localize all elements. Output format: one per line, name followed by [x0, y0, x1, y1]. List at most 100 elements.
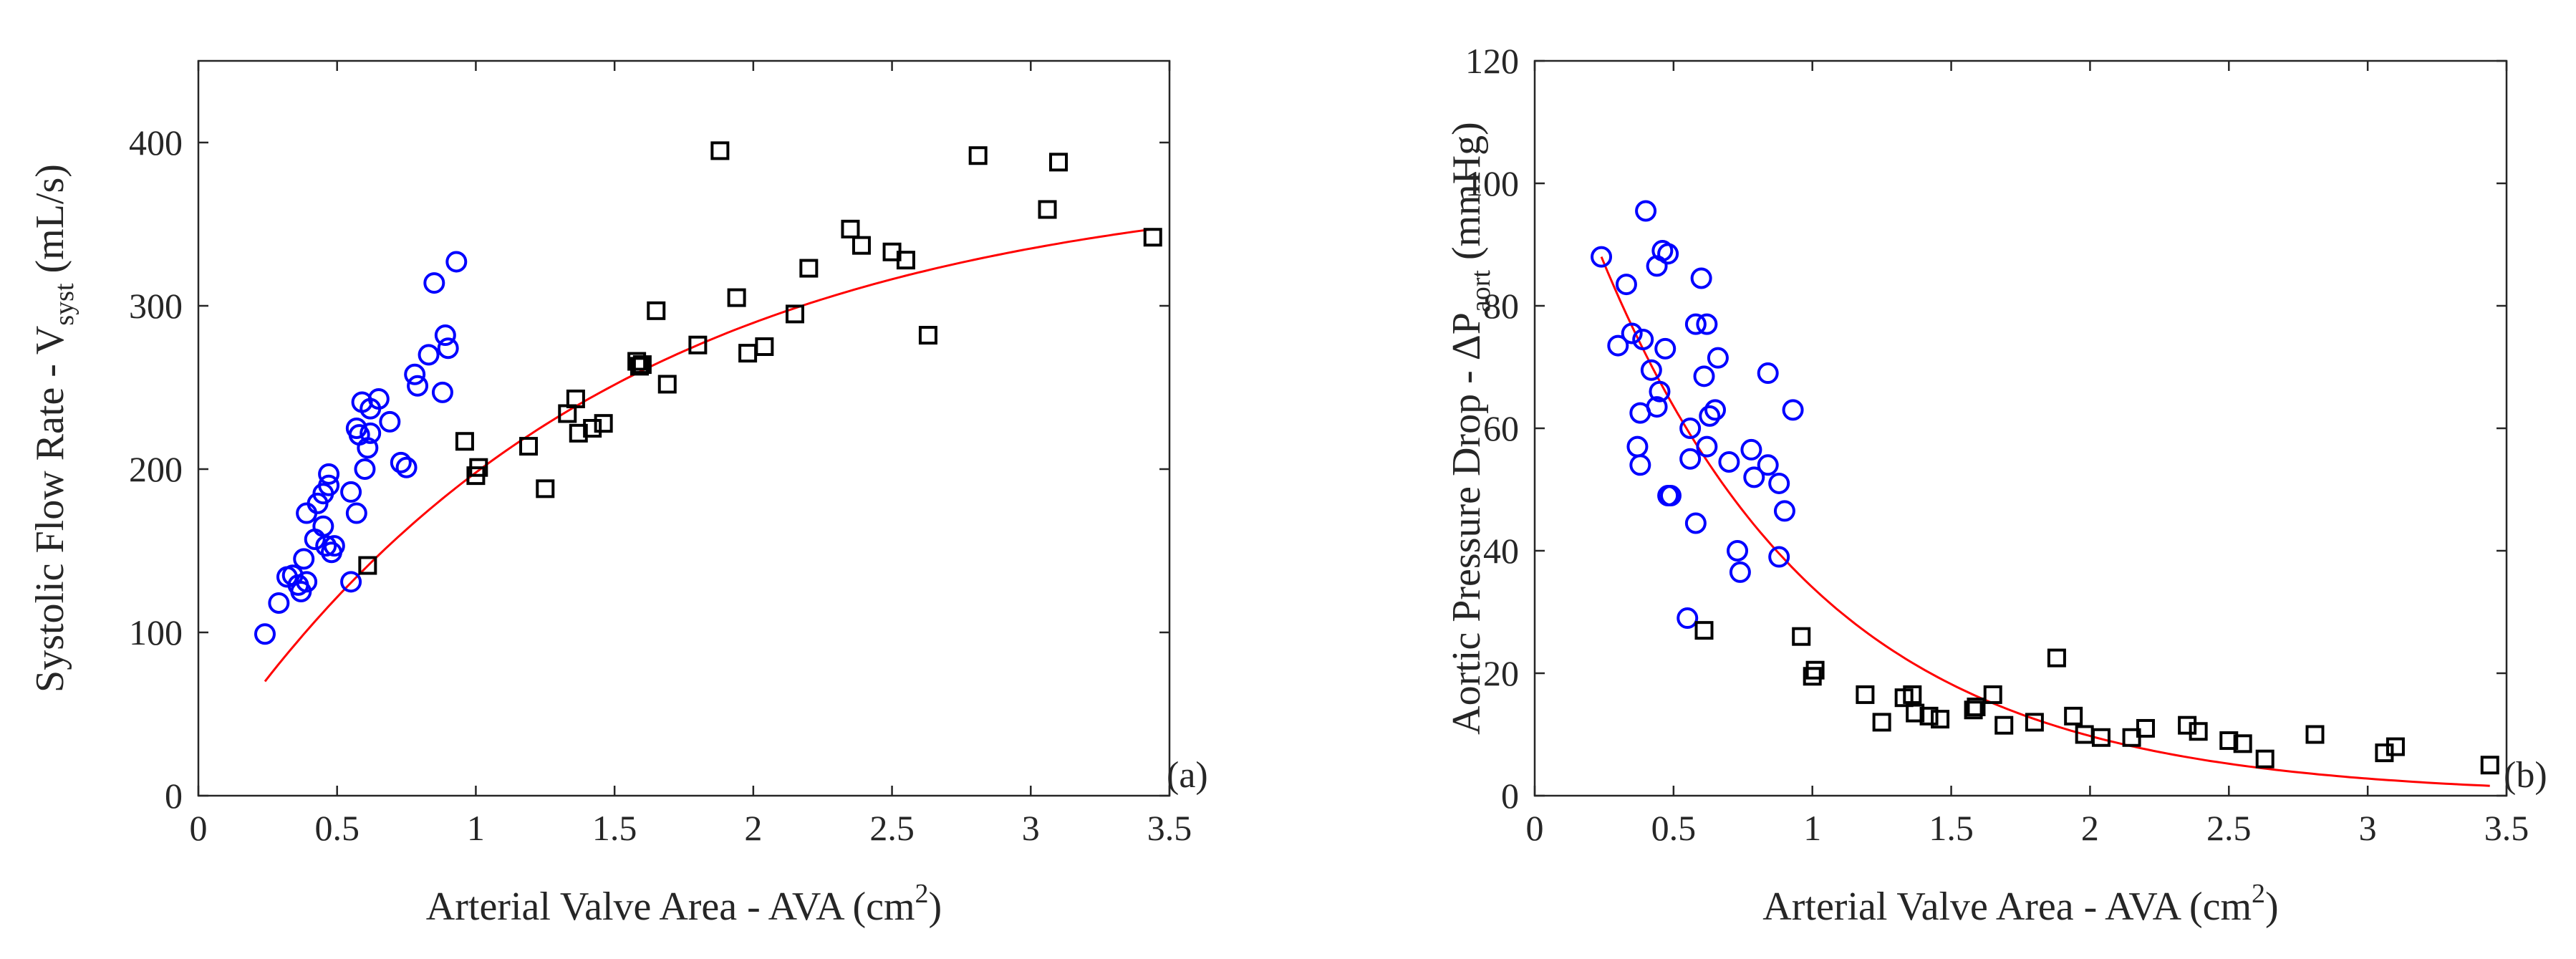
y-tick-label: 40	[1483, 531, 1519, 571]
data-point-circle	[437, 337, 459, 360]
y-tick-label: 80	[1483, 286, 1519, 326]
data-point-circle	[1757, 454, 1779, 476]
y-tick-label: 120	[1465, 41, 1519, 81]
data-point-square	[2178, 715, 2197, 735]
data-point-circle	[293, 548, 315, 570]
data-point-circle	[1757, 362, 1779, 385]
x-tick-label: 2.5	[2206, 808, 2252, 848]
y-axis-label-suffix: (mmHg)	[1444, 122, 1489, 270]
data-point-circle	[1679, 418, 1702, 439]
data-point-square	[630, 357, 650, 376]
data-point-circle	[1632, 329, 1654, 351]
data-point-circle	[1654, 337, 1677, 360]
data-point-circle	[1693, 365, 1715, 387]
data-point-circle	[1684, 512, 1707, 534]
x-axis-label-suffix: )	[929, 885, 942, 929]
data-point-circle	[1718, 451, 1740, 473]
data-point-square	[2233, 734, 2252, 753]
y-axis-label-suffix: (mL/s)	[28, 164, 72, 283]
y-axis-label-text: Aortic Pressure Drop - ΔP	[1444, 312, 1489, 735]
data-point-square	[727, 288, 746, 307]
fit-curve	[264, 228, 1154, 683]
x-axis-label-suffix: )	[2265, 885, 2279, 929]
data-point-square	[1964, 700, 1983, 720]
x-tick-label: 3.5	[2484, 808, 2529, 848]
x-axis-label-superscript: 2	[2252, 879, 2265, 909]
data-point-square	[710, 141, 730, 160]
data-point-square	[2480, 756, 2499, 775]
data-point-circle	[395, 456, 418, 478]
circle-series	[1591, 200, 1804, 630]
data-point-circle	[1657, 243, 1679, 265]
data-point-circle	[1768, 472, 1790, 494]
data-point-square	[566, 389, 585, 408]
data-point-circle	[1782, 399, 1804, 421]
data-point-circle	[1640, 359, 1662, 381]
data-point-circle	[431, 381, 453, 403]
x-tick-label: 0.5	[314, 808, 360, 848]
x-tick-label: 3.5	[1147, 808, 1192, 848]
data-point-circle	[1740, 438, 1762, 461]
data-point-square	[2386, 737, 2405, 756]
data-point-square	[657, 375, 677, 394]
data-point-square	[1903, 685, 1922, 704]
data-point-circle	[1621, 322, 1643, 344]
y-tick-label: 300	[129, 286, 183, 326]
data-point-square	[1694, 621, 1714, 640]
data-point-circle	[367, 387, 390, 410]
data-point-square	[1931, 710, 1950, 729]
data-point-circle	[1773, 500, 1795, 522]
data-point-square	[647, 301, 666, 320]
square-series	[1694, 621, 2499, 775]
data-point-square	[738, 344, 758, 363]
data-point-circle	[390, 451, 412, 473]
y-tick-label: 100	[129, 612, 183, 652]
data-point-square	[2219, 731, 2239, 751]
data-point-square	[1143, 228, 1162, 247]
data-point-square	[2136, 718, 2155, 738]
x-tick-label: 0	[1526, 808, 1544, 848]
data-point-circle	[1607, 334, 1629, 357]
data-point-square	[594, 414, 613, 433]
data-point-circle	[268, 592, 290, 614]
x-tick-label: 3	[1022, 808, 1040, 848]
y-tick-label: 60	[1483, 408, 1519, 448]
data-point-circle	[423, 272, 445, 294]
data-point-circle	[1684, 313, 1707, 335]
panel-label: (b)	[2504, 755, 2547, 796]
data-point-circle	[340, 571, 362, 593]
data-point-circle	[1629, 454, 1651, 476]
x-tick-label: 1	[467, 808, 485, 848]
circle-series	[254, 251, 468, 645]
data-point-square	[569, 423, 588, 443]
data-point-square	[519, 437, 539, 456]
x-tick-label: 1.5	[1929, 808, 1974, 848]
data-point-square	[455, 432, 474, 451]
data-point-circle	[1699, 405, 1721, 427]
fit-curve	[1600, 256, 2490, 787]
data-point-square	[2091, 728, 2111, 747]
data-point-circle	[1677, 607, 1699, 630]
data-point-square	[1805, 660, 1825, 680]
data-point-square	[632, 355, 652, 375]
data-point-circle	[1615, 274, 1637, 296]
data-point-circle	[445, 251, 468, 273]
data-point-square	[536, 479, 555, 498]
data-point-square	[799, 259, 819, 278]
data-point-square	[1049, 153, 1068, 172]
data-point-circle	[318, 474, 340, 496]
data-point-circle	[1707, 347, 1729, 369]
data-point-square	[896, 251, 915, 270]
data-point-circle	[1696, 435, 1718, 458]
data-point-square	[1803, 667, 1822, 686]
data-point-circle	[318, 463, 340, 485]
data-point-square	[583, 419, 602, 438]
data-point-circle	[357, 437, 379, 459]
data-point-circle	[1704, 399, 1727, 421]
data-point-square	[1994, 715, 2014, 735]
y-tick-label: 200	[129, 449, 183, 489]
data-point-circle	[1646, 396, 1668, 418]
data-point-square	[358, 556, 377, 575]
data-point-circle	[1626, 435, 1649, 458]
data-point-square	[1983, 685, 2002, 704]
